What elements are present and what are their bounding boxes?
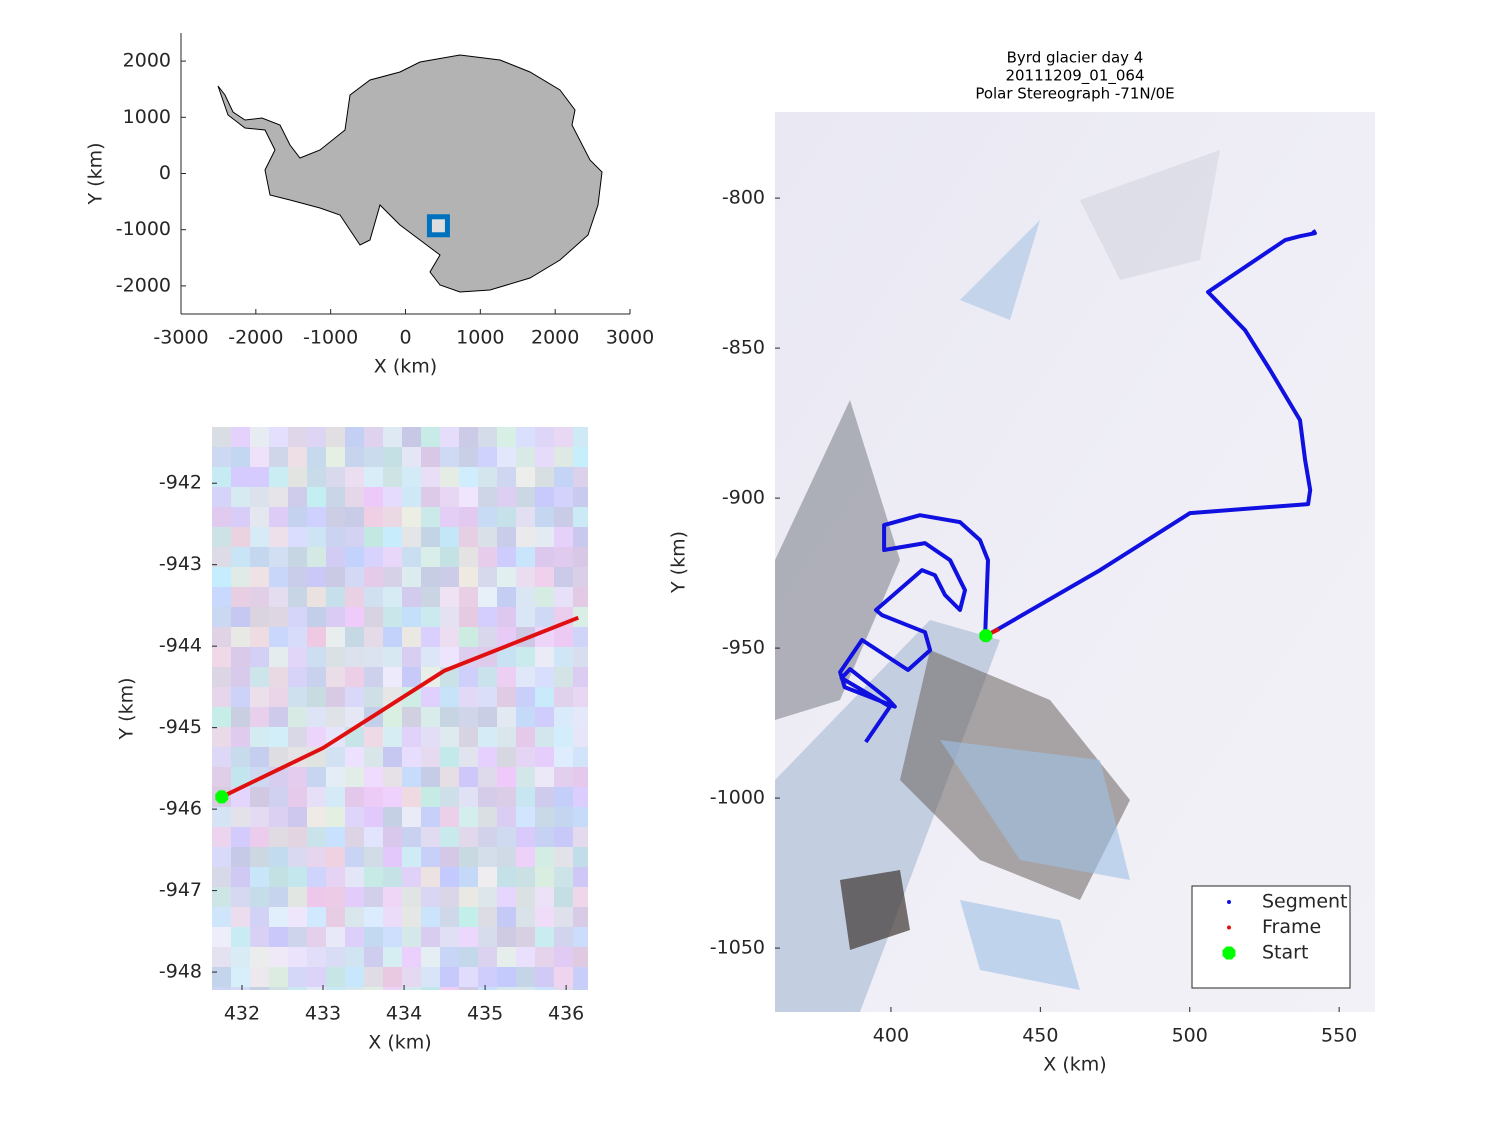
legend-label: Start — [1262, 942, 1308, 964]
y-tick-label: -1050 — [710, 937, 765, 959]
x-tick-label: -3000 — [153, 327, 208, 349]
x-axis-label: X (km) — [374, 356, 437, 378]
x-tick-label: 1000 — [456, 327, 504, 349]
y-tick-label: -948 — [159, 961, 202, 983]
x-tick-label: 2000 — [531, 327, 579, 349]
legend-marker — [1222, 946, 1236, 960]
legend-marker — [1227, 900, 1231, 904]
y-tick-label: -944 — [159, 635, 202, 657]
x-tick-label: 432 — [224, 1003, 260, 1025]
chart-title: Byrd glacier day 4 — [1007, 49, 1144, 67]
y-tick-label: -946 — [159, 798, 202, 820]
data-line — [838, 229, 1317, 744]
y-tick-label: -1000 — [710, 787, 765, 809]
y-tick-label: -943 — [159, 553, 202, 575]
x-tick-label: 435 — [467, 1003, 503, 1025]
y-tick-label: -942 — [159, 472, 202, 494]
x-tick-label: 433 — [305, 1003, 341, 1025]
y-tick-label: 0 — [159, 162, 171, 184]
legend-label: Frame — [1262, 916, 1321, 938]
data-point — [426, 214, 450, 238]
x-axis-label: X (km) — [1043, 1054, 1106, 1076]
x-tick-label: 436 — [548, 1003, 584, 1025]
y-tick-label: -2000 — [116, 274, 171, 296]
image-background — [212, 427, 588, 990]
data-line — [220, 615, 580, 799]
y-tick-label: -800 — [722, 187, 765, 209]
y-tick-label: -850 — [722, 337, 765, 359]
legend-label: Segment — [1262, 891, 1348, 913]
antarctica-outline — [217, 54, 603, 293]
chart-title: 20111209_01_064 — [1005, 67, 1144, 86]
data-point — [979, 629, 993, 643]
y-tick-label: 1000 — [123, 106, 171, 128]
y-axis-label: Y (km) — [116, 678, 138, 741]
y-tick-label: -900 — [722, 487, 765, 509]
legend-box — [1191, 885, 1351, 989]
x-tick-label: 434 — [386, 1003, 422, 1025]
x-tick-label: 500 — [1172, 1025, 1208, 1047]
y-tick-label: 2000 — [123, 50, 171, 72]
y-tick-label: -950 — [722, 637, 765, 659]
x-tick-label: 450 — [1022, 1025, 1058, 1047]
y-axis-label: Y (km) — [85, 143, 107, 206]
satellite-image — [775, 112, 1375, 1012]
y-axis-label: Y (km) — [668, 531, 690, 594]
x-tick-label: 3000 — [606, 327, 654, 349]
x-tick-label: -2000 — [228, 327, 283, 349]
chart-title: Polar Stereograph -71N/0E — [975, 85, 1174, 103]
x-tick-label: 550 — [1321, 1025, 1357, 1047]
y-tick-label: -947 — [159, 879, 202, 901]
x-axis-label: X (km) — [368, 1032, 431, 1054]
x-tick-label: -1000 — [303, 327, 358, 349]
x-tick-label: 400 — [873, 1025, 909, 1047]
y-tick-label: -945 — [159, 716, 202, 738]
y-tick-label: -1000 — [116, 218, 171, 240]
x-tick-label: 0 — [399, 327, 411, 349]
legend-marker — [1227, 925, 1231, 930]
data-point — [215, 790, 229, 804]
